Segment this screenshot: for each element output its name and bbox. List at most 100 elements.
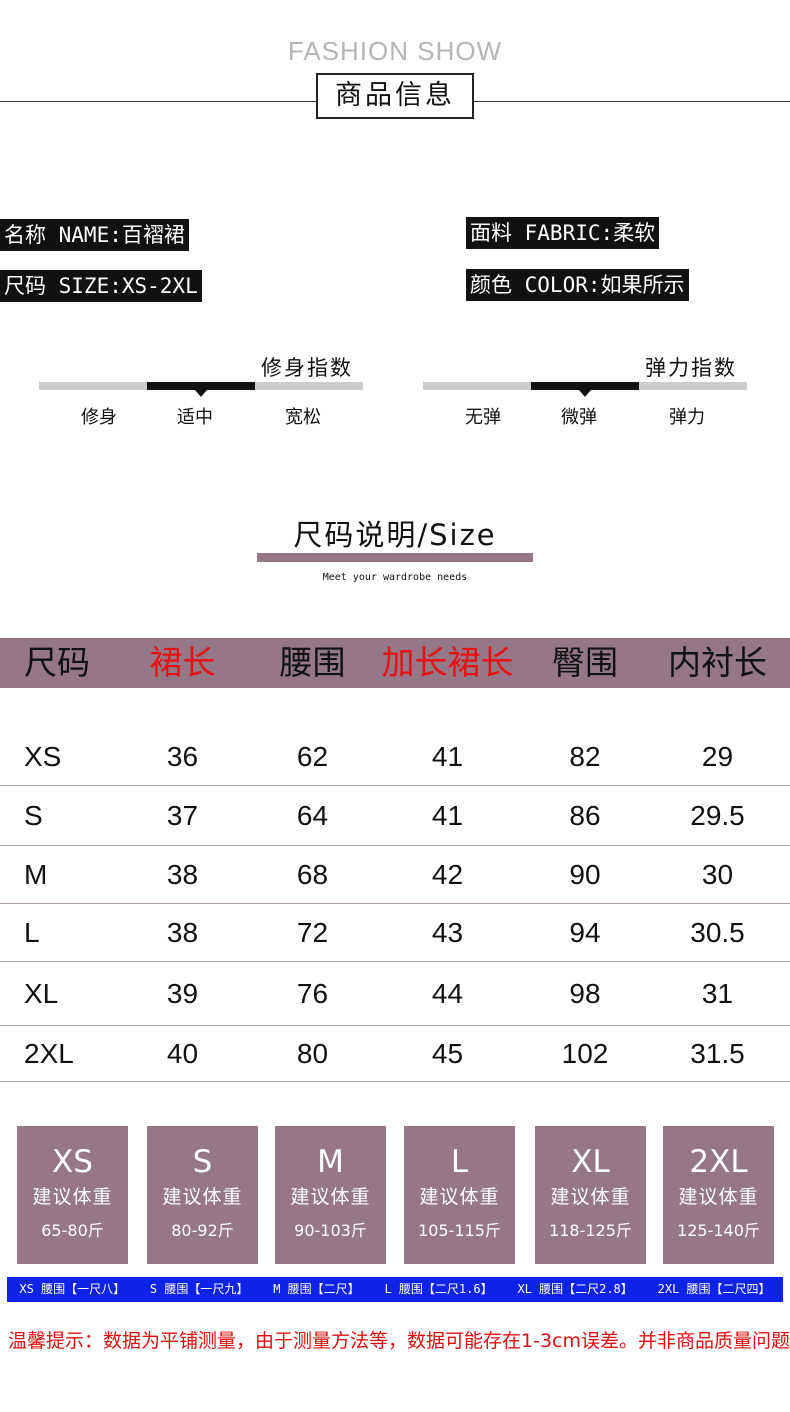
table-cell: 29 — [701, 741, 734, 772]
scale-label: 微弹 — [561, 407, 597, 428]
page-title: 商品信息 — [316, 73, 474, 119]
weight-card: S 建议体重 80-92斤 — [147, 1126, 258, 1264]
column-header: 加长裙长 — [381, 643, 514, 682]
scale-segment — [147, 382, 255, 390]
measurement-tip: 温馨提示：数据为平铺测量，由于测量方法等，数据可能存在1-3cm误差。并非商品质… — [8, 1330, 790, 1352]
weight-card: 2XL 建议体重 125-140斤 — [663, 1126, 774, 1264]
weight-card: XS 建议体重 65-80斤 — [17, 1126, 128, 1264]
table-cell: 76 — [296, 978, 329, 1009]
table-cell: 62 — [296, 741, 329, 772]
table-cell: XS — [24, 741, 62, 772]
scale-label: 弹力 — [669, 407, 705, 428]
card-size: XL — [571, 1144, 610, 1180]
card-range: 105-115斤 — [418, 1221, 501, 1240]
card-range: 65-80斤 — [41, 1221, 104, 1240]
card-label: 建议体重 — [162, 1186, 243, 1208]
waist-notes-bar: XS 腰围【一尺八】 S 腰围【一尺九】 M 腰围【二尺】 L 腰围【二尺1.6】 XL… — [7, 1277, 783, 1302]
table-cell: 98 — [569, 978, 601, 1009]
scale-title: 修身指数 — [261, 356, 353, 380]
weight-card: XL 建议体重 118-125斤 — [535, 1126, 646, 1264]
scale-label: 宽松 — [285, 407, 321, 428]
card-size: S — [192, 1144, 213, 1180]
table-cell: 38 — [166, 917, 199, 948]
table-cell: 2XL — [24, 1038, 74, 1069]
table-row: XS 36 62 41 82 29 — [0, 727, 790, 786]
card-size: XS — [52, 1144, 93, 1180]
scale-segment — [531, 382, 639, 390]
table-row: S 37 64 41 86 29.5 — [0, 786, 790, 846]
size-section-title: 尺码说明/Size — [293, 518, 497, 552]
column-header: 内衬长 — [668, 643, 767, 682]
card-size: L — [450, 1144, 469, 1180]
card-label: 建议体重 — [550, 1186, 631, 1208]
card-label: 建议体重 — [32, 1186, 113, 1208]
column-header: 尺码 — [24, 643, 90, 682]
weight-card: L 建议体重 105-115斤 — [404, 1126, 515, 1264]
table-cell: 39 — [166, 978, 199, 1009]
scale-label: 无弹 — [465, 407, 501, 428]
table-cell: 45 — [431, 1038, 464, 1069]
scale-segment — [423, 382, 531, 390]
waist-note: XL 腰围【二尺2.8】 — [517, 1282, 633, 1296]
divider-left — [0, 101, 316, 102]
scale-segment — [639, 382, 747, 390]
table-cell: 94 — [569, 917, 601, 948]
table-cell: 31.5 — [690, 1038, 745, 1069]
waist-note: S 腰围【一尺九】 — [149, 1282, 249, 1296]
fabric-tag: 面料 FABRIC:柔软 — [466, 217, 660, 249]
card-range: 80-92斤 — [171, 1221, 234, 1240]
table-cell: 64 — [296, 800, 329, 831]
column-header: 腰围 — [279, 643, 346, 682]
table-row: L 38 72 43 94 30.5 — [0, 904, 790, 962]
name-tag: 名称 NAME:百褶裙 — [0, 219, 189, 251]
fashion-show-subtitle: FASHION SHOW — [287, 36, 503, 66]
table-cell: 36 — [166, 741, 199, 772]
waist-note: 2XL 腰围【二尺四】 — [657, 1282, 771, 1296]
table-row: XL 39 76 44 98 31 — [0, 962, 790, 1026]
card-label: 建议体重 — [678, 1186, 759, 1208]
waist-note: L 腰围【二尺1.6】 — [384, 1282, 493, 1296]
scale-label: 修身 — [81, 407, 117, 428]
scale-title: 弹力指数 — [645, 356, 737, 380]
card-size: M — [317, 1144, 344, 1180]
table-cell: 86 — [569, 800, 601, 831]
table-cell: 29.5 — [690, 800, 745, 831]
column-header: 裙长 — [149, 643, 216, 682]
size-table-header: 尺码 裙长 腰围 加长裙长 臀围 内衬长 — [0, 638, 790, 688]
table-cell: 42 — [431, 859, 464, 890]
divider-right — [474, 101, 790, 102]
table-cell: 72 — [296, 917, 329, 948]
card-label: 建议体重 — [419, 1186, 500, 1208]
scale-pointer-icon — [195, 390, 207, 397]
card-range: 90-103斤 — [294, 1221, 367, 1240]
waist-note: XS 腰围【一尺八】 — [19, 1282, 126, 1296]
table-cell: 30.5 — [690, 917, 745, 948]
color-tag: 颜色 COLOR:如果所示 — [466, 269, 689, 301]
table-cell: 68 — [296, 859, 329, 890]
table-row: 2XL 40 80 45 102 31.5 — [0, 1026, 790, 1082]
card-range: 118-125斤 — [549, 1221, 632, 1240]
table-cell: 80 — [296, 1038, 329, 1069]
table-cell: 37 — [166, 800, 199, 831]
table-cell: XL — [24, 978, 59, 1009]
waist-note: M 腰围【二尺】 — [273, 1282, 360, 1296]
table-cell: 90 — [569, 859, 601, 890]
table-cell: 102 — [561, 1038, 609, 1069]
table-cell: S — [24, 800, 43, 831]
scale-segment — [255, 382, 363, 390]
title-underline — [257, 553, 533, 562]
table-cell: 44 — [431, 978, 464, 1009]
scale-label: 适中 — [177, 407, 213, 428]
tagline: Meet your wardrobe needs — [322, 572, 468, 583]
table-cell: M — [24, 859, 48, 890]
card-size: 2XL — [689, 1144, 748, 1180]
table-row: M 38 68 42 90 30 — [0, 846, 790, 904]
table-cell: 41 — [431, 741, 464, 772]
table-cell: 30 — [701, 859, 734, 890]
table-cell: 40 — [166, 1038, 199, 1069]
scale-segment — [39, 382, 147, 390]
size-tag: 尺码 SIZE:XS-2XL — [0, 270, 202, 302]
card-range: 125-140斤 — [677, 1221, 760, 1240]
table-cell: 82 — [569, 741, 601, 772]
column-header: 臀围 — [552, 643, 618, 682]
